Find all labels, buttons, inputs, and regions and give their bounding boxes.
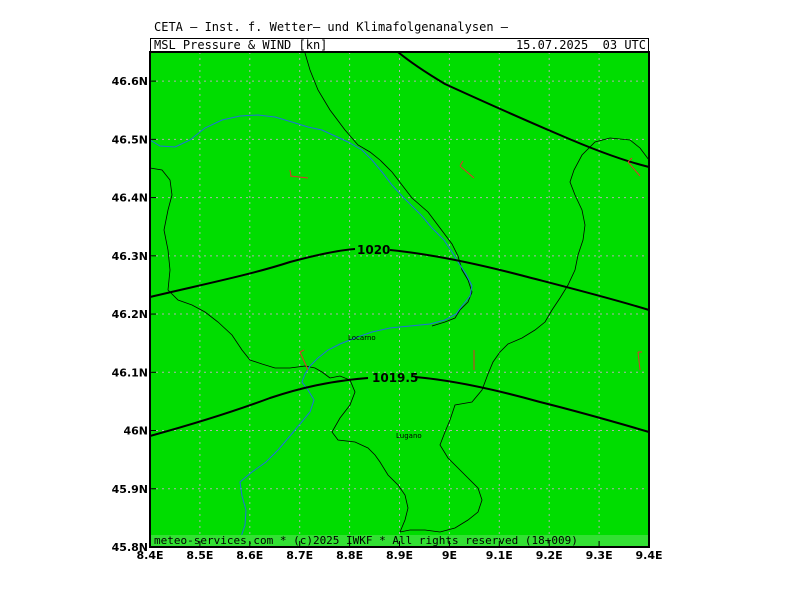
x-tick-label: 8.6E	[236, 549, 263, 562]
y-tick-label: 45.9N	[112, 483, 148, 496]
product-label: MSL_Pressure_&_WIND_[kn]	[154, 38, 328, 52]
y-tick-label: 46.4N	[112, 192, 148, 205]
copyright-footer: meteo-services.com * (c)2025 IWKF * All …	[154, 534, 578, 547]
x-tick-label: 9.1E	[486, 549, 513, 562]
y-tick-label: 45.8N	[112, 541, 148, 554]
y-tick-label: 46.1N	[112, 366, 148, 379]
x-tick-label: 9E	[442, 549, 457, 562]
isobar-label-1019-5: 1019.5	[372, 371, 418, 385]
river-maggia	[149, 114, 473, 548]
grid-lines	[150, 52, 649, 547]
border-west	[149, 167, 331, 379]
border-lugano	[329, 375, 409, 533]
x-tick-label: 9.2E	[536, 549, 563, 562]
y-tick-label: 46.2N	[112, 308, 148, 321]
x-tick-label: 8.5E	[186, 549, 213, 562]
isobar-north	[397, 51, 650, 168]
wind-barbs	[289, 157, 642, 371]
lakes-rivers	[149, 114, 473, 548]
isobar-label-1020: 1020	[357, 243, 390, 257]
border-ticino-north	[304, 52, 473, 327]
isobars	[149, 51, 650, 437]
wind-barb	[299, 349, 309, 371]
footer-strip	[151, 535, 648, 546]
isobar-1020	[149, 248, 650, 311]
x-tick-label: 8.7E	[286, 549, 313, 562]
wind-barb	[459, 160, 475, 179]
y-axis-labels: 45.8N 45.9N 46N 46.1N 46.2N 46.3N 46.4N 46.5N 46…	[112, 75, 148, 554]
x-tick-label: 8.4E	[136, 549, 163, 562]
axis-ticks	[149, 80, 650, 548]
x-tick-label: 9.3E	[586, 549, 613, 562]
valid-time-label: 15.07.2025 03 UTC	[515, 38, 646, 52]
city-label-lugano: Lugano	[396, 432, 422, 440]
y-tick-label: 46N	[123, 425, 148, 438]
x-tick-label: 8.9E	[386, 549, 413, 562]
x-tick-label: 9.4E	[635, 549, 662, 562]
y-tick-label: 46.5N	[112, 133, 148, 146]
wind-barb	[627, 157, 641, 177]
map-source-title: CETA — Inst. f. Wetter— und Klimafolgena…	[154, 20, 509, 34]
wind-barb	[637, 351, 642, 371]
border-east	[399, 137, 650, 533]
x-axis-labels: 8.4E 8.5E 8.6E 8.7E 8.8E 8.9E 9E 9.1E 9.2E 9.3E 9.…	[136, 549, 662, 562]
y-tick-label: 46.6N	[112, 75, 148, 88]
x-tick-label: 8.8E	[336, 549, 363, 562]
y-tick-label: 46.3N	[112, 250, 148, 263]
city-label-locarno: Locarno	[348, 334, 376, 342]
wind-barb	[289, 169, 309, 179]
country-borders	[149, 52, 650, 533]
isobar-1019-5	[149, 376, 650, 437]
